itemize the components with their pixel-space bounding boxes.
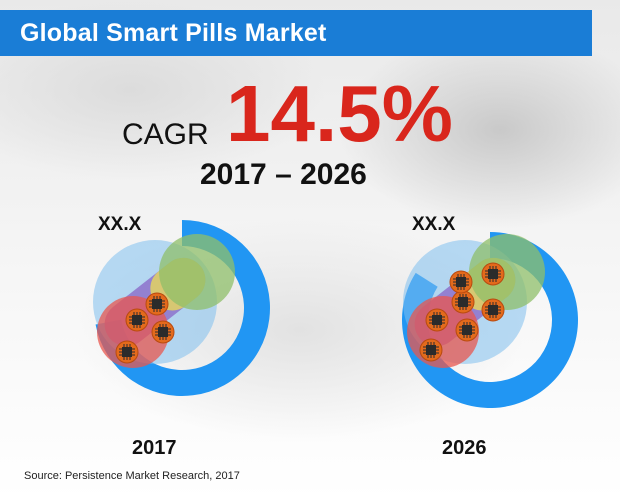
- chart-value-label-2026: XX.X: [412, 214, 456, 235]
- chart-year-label-2017: 2017: [132, 437, 177, 459]
- chip-icon: [425, 308, 449, 332]
- page-title: Global Smart Pills Market: [20, 18, 327, 47]
- source-note: Source: Persistence Market Research, 201…: [24, 470, 240, 482]
- chip-icon: [145, 292, 169, 316]
- cagr-label: CAGR: [122, 118, 209, 151]
- cagr-period: 2017 – 2026: [200, 158, 367, 191]
- chip-icon: [115, 340, 139, 364]
- cagr-block: CAGR 14.5%: [0, 74, 620, 164]
- chart-value-label-2017: XX.X: [98, 214, 142, 235]
- chip-icon: [481, 298, 505, 322]
- chip-icon: [455, 318, 479, 342]
- chip-icon: [481, 262, 505, 286]
- chip-icon: [151, 320, 175, 344]
- chart-year-label-2026: 2026: [442, 437, 487, 459]
- smart-pill-icon: [403, 234, 545, 368]
- cagr-value: 14.5%: [226, 69, 453, 158]
- chip-icon: [419, 338, 443, 362]
- smart-pill-icon: [93, 234, 235, 368]
- chip-icon: [449, 270, 473, 294]
- chip-icon: [451, 290, 475, 314]
- chip-icon: [125, 308, 149, 332]
- title-banner: Global Smart Pills Market: [0, 10, 592, 56]
